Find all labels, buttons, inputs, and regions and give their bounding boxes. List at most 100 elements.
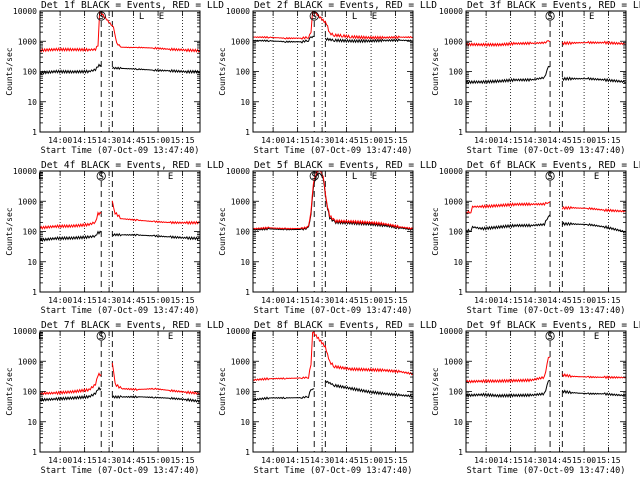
x-tick-label: 14:45 [335, 456, 359, 465]
y-axis-label: Counts/sec [431, 207, 440, 255]
y-tick-label: 100 [449, 68, 464, 77]
y-tick-label: 100 [449, 228, 464, 237]
y-tick-label: 10000 [439, 167, 463, 176]
flag-marker: S [99, 332, 104, 342]
start-marker-circle [545, 331, 555, 341]
x-tick-label: 15:15 [171, 296, 195, 305]
plot-frame [465, 10, 627, 133]
series-lld-line [253, 331, 413, 382]
series-events-line [324, 379, 413, 398]
x-axis-label: Start Time (07-Oct-09 13:47:40) [467, 146, 626, 156]
series-events-line [466, 379, 551, 398]
flag-marker: E [251, 332, 256, 342]
flag-marker: E [372, 172, 377, 182]
x-tick-label: 14:15 [499, 296, 523, 305]
y-tick-label: 1000 [18, 357, 37, 366]
series-lld-line [111, 362, 200, 395]
x-axis-label: Start Time (07-Oct-09 13:47:40) [254, 306, 413, 316]
y-tick-label: 100 [23, 228, 38, 237]
series-lld-line [253, 11, 413, 40]
x-tick-label: 14:00 [474, 456, 498, 465]
y-tick-label: 1 [32, 288, 37, 297]
series-lld-line [40, 11, 200, 53]
series-lld-line [466, 40, 551, 48]
panel-title: Det 5f BLACK = Events, RED = LLD [254, 160, 437, 171]
x-tick-label: 14:15 [286, 136, 310, 145]
series-events-line [324, 37, 413, 44]
y-tick-label: 1000 [231, 37, 250, 46]
series-lld-line [111, 200, 200, 225]
x-axis-label: Start Time (07-Oct-09 13:47:40) [467, 306, 626, 316]
series-events-line [466, 214, 551, 233]
y-tick-label: 10 [453, 258, 463, 267]
x-tick-label: 15:00 [572, 136, 596, 145]
y-axis-label: Counts/sec [5, 47, 14, 95]
x-tick-label: 15:15 [171, 456, 195, 465]
y-tick-label: 10000 [13, 7, 37, 16]
flag-marker: L [139, 12, 144, 22]
y-tick-label: 100 [23, 68, 38, 77]
x-tick-label: 15:15 [171, 136, 195, 145]
y-axis-label: Counts/sec [431, 367, 440, 415]
start-marker-circle [309, 171, 319, 181]
x-tick-label: 15:00 [572, 456, 596, 465]
y-tick-label: 10 [27, 98, 37, 107]
x-axis-label: Start Time (07-Oct-09 13:47:40) [41, 146, 200, 156]
x-tick-label: 14:30 [97, 296, 121, 305]
series-events-line [40, 386, 102, 402]
x-tick-label: 14:45 [548, 296, 572, 305]
series-events-line [561, 389, 626, 397]
series-events-line [253, 172, 413, 231]
y-tick-label: 10 [240, 418, 250, 427]
y-tick-label: 100 [236, 68, 251, 77]
x-tick-label: 14:45 [335, 296, 359, 305]
start-marker-circle [309, 11, 319, 21]
y-tick-label: 1 [32, 448, 37, 457]
y-axis-label: Counts/sec [5, 367, 14, 415]
flag-marker: E [589, 12, 594, 22]
series-lld-line [466, 201, 551, 215]
x-tick-label: 15:15 [597, 456, 621, 465]
y-tick-label: 1 [458, 288, 463, 297]
panel-title: Det 4f BLACK = Events, RED = LLD [41, 160, 224, 171]
series-events-line [40, 230, 102, 243]
series-lld-line [466, 356, 551, 384]
flag-marker: S [547, 332, 552, 342]
detector-panel-5: Det 5f BLACK = Events, RED = LLD 14:00 14:… [218, 160, 437, 316]
plot-frame [252, 170, 414, 293]
panel-title: Det 7f BLACK = Events, RED = LLD [41, 320, 224, 331]
y-tick-label: 10 [453, 98, 463, 107]
x-tick-label: 14:00 [261, 296, 285, 305]
plot-frame [252, 10, 414, 133]
flag-marker: E [38, 332, 43, 342]
x-tick-label: 14:30 [523, 136, 547, 145]
start-marker-circle [96, 331, 106, 341]
y-tick-label: 1 [245, 288, 250, 297]
x-tick-label: 14:30 [310, 136, 334, 145]
series-events-line [111, 66, 200, 75]
x-tick-label: 14:45 [548, 456, 572, 465]
x-axis-label: Start Time (07-Oct-09 13:47:40) [41, 466, 200, 476]
y-tick-label: 10000 [226, 327, 250, 336]
y-tick-label: 1000 [444, 357, 463, 366]
y-tick-label: 1000 [231, 357, 250, 366]
y-tick-label: 10000 [439, 7, 463, 16]
x-tick-label: 15:00 [359, 296, 383, 305]
series-events-line [253, 388, 315, 401]
series-lld-line [40, 211, 102, 230]
y-axis-label: Counts/sec [218, 207, 227, 255]
flag-marker: S [99, 172, 104, 182]
flag-marker: L [352, 12, 357, 22]
flag-marker: S [312, 12, 317, 22]
series-lld-line [253, 171, 413, 230]
start-marker-circle [96, 11, 106, 21]
y-tick-label: 1 [32, 128, 37, 137]
x-tick-label: 14:00 [261, 136, 285, 145]
series-events-line [561, 76, 626, 84]
x-tick-label: 14:45 [548, 136, 572, 145]
